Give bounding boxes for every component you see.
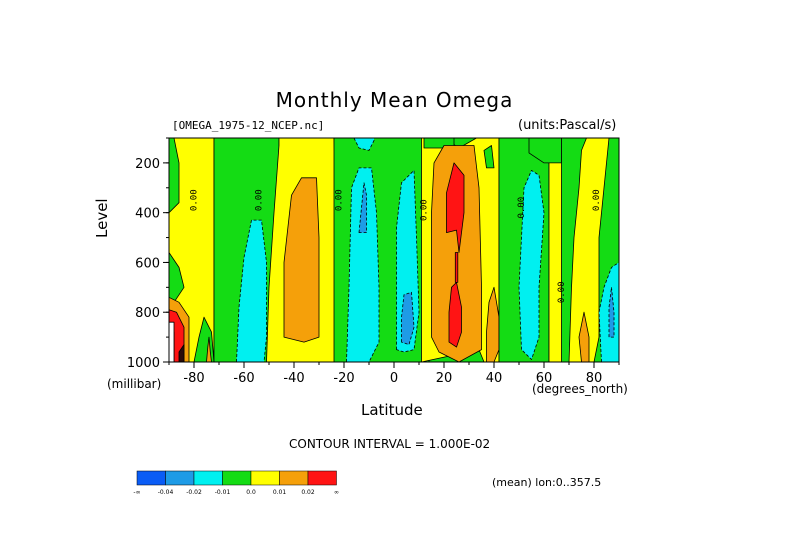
zero-contour-label: 0.00 [420,199,430,221]
x-tick-label: -60 [233,371,254,386]
colorbar-swatch [307,470,337,486]
contour-region-nh-red-link [454,252,459,283]
zero-contour-label: 0.00 [190,189,200,211]
zero-contour-label: 0.00 [517,197,527,219]
colorbar: -∞ -0.04 -0.02 -0.01 0.0 0.01 0.02 ∞ [133,470,339,496]
colorbar-swatch [193,470,223,486]
contour-region-tropic-cyan-top [353,138,375,151]
y-tick-label: 400 [135,207,160,222]
contour-region-nh-orange-40 [486,286,500,362]
zero-contour-label: 0.00 [255,189,265,211]
colorbar-label: -0.02 [186,489,202,496]
contour-region-nh-green-20top [483,145,495,169]
contour-interval: CONTOUR INTERVAL = 1.000E-02 [289,437,491,451]
contour-region-nh-green-top2 [528,138,562,164]
axes: -80 -60 -40 -20 0 20 40 60 80 200 400 600 800 1000 [127,137,620,386]
colorbar-swatch [136,470,166,486]
mean-note: (mean) lon:0..357.5 [492,476,602,489]
x-axis-label: Latitude [361,401,423,419]
x-tick-label: 80 [586,371,603,386]
colorbar-label: 0.0 [246,489,256,496]
chart-subtitle-file: [OMEGA_1975-12_NCEP.nc] [172,119,325,132]
x-axis-unit: (degrees_north) [532,382,628,396]
colorbar-label: 0.02 [301,489,315,496]
contour-labels: 0.00 0.00 0.00 0.00 0.00 0.00 0.00 [190,189,603,303]
contour-region-sh-cyan-60 [236,219,267,362]
contour-region-nh-cyan-55 [518,169,545,360]
colorbar-label: ∞ [334,489,339,496]
y-axis-unit: (millibar) [107,377,162,391]
contour-region-sh-polar-dark [178,344,185,362]
contour-region-tropic-cyan-5 [396,169,420,353]
plot-area [169,138,619,362]
colorbar-swatch [279,470,309,486]
chart-subtitle-units: (units:Pascal/s) [518,118,617,133]
y-tick-label: 600 [135,256,160,271]
zero-contour-label: 0.00 [557,281,567,303]
colorbar-label: -0.01 [215,489,231,496]
y-tick-label: 200 [135,157,160,172]
contour-region-tropic-blue-5 [401,291,415,346]
colorbar-swatch [165,470,195,486]
colorbar-swatch [222,470,252,486]
colorbar-label: -0.04 [158,489,174,496]
x-tick-label: 20 [436,371,453,386]
x-tick-label: -40 [283,371,304,386]
contour-region-nh-blue-85 [608,286,615,338]
colorbar-label: -∞ [133,489,140,496]
y-tick-label: 1000 [127,356,160,371]
contour-region-sh-polar-green-2 [169,252,185,303]
contour-region-sh-polar-orange-2 [206,336,212,362]
contour-region-nh-orange-75 [578,311,590,362]
zero-contour-label: 0.00 [335,189,345,211]
chart-title: Monthly Mean Omega [275,88,514,112]
x-tick-label: 40 [486,371,503,386]
colorbar-swatch [250,470,280,486]
contour-region-nh-red-25b [448,281,462,348]
x-tick-label: -80 [183,371,204,386]
zero-contour-label: 0.00 [592,189,602,211]
y-axis-label: Level [93,198,111,238]
contour-region-sh-polar-white [169,321,175,362]
x-tick-label: -20 [333,371,354,386]
contour-region-sh-orange-40 [283,177,320,343]
x-tick-label: 0 [390,371,398,386]
contour-region-sh-polar-green [169,138,180,214]
contour-region-nh-red-25 [446,162,465,253]
colorbar-label: 0.01 [273,489,287,496]
x-tick-label: 60 [536,371,553,386]
contour-region-tropic-cyan-10 [346,167,380,362]
contour-region-nh-yellow-80 [568,138,610,362]
y-tick-label: 800 [135,306,160,321]
contour-region-tropic-blue-10 [358,182,367,234]
